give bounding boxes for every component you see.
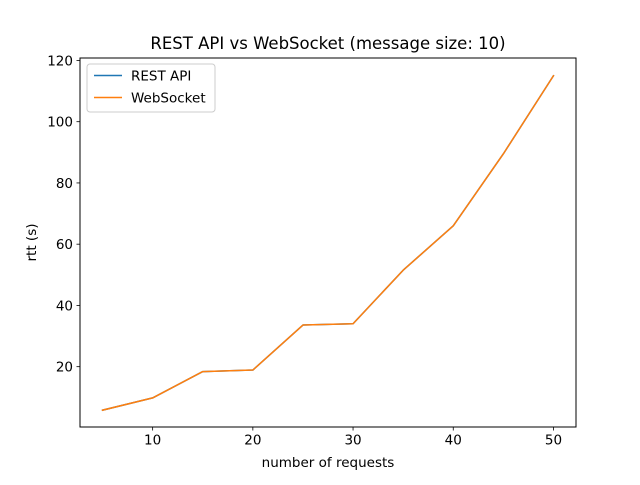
x-tick-label: 50 — [545, 433, 562, 449]
series-layer — [101, 74, 555, 412]
x-axis-label: number of requests — [262, 455, 395, 471]
plot-area — [80, 58, 576, 427]
y-tick-label: 100 — [47, 115, 73, 131]
y-tick-label: 60 — [56, 237, 73, 253]
series-line-websocket — [101, 74, 555, 412]
y-tick-label: 20 — [56, 360, 73, 376]
x-tick-label: 20 — [244, 433, 261, 449]
x-tick-label: 10 — [144, 433, 161, 449]
y-tick-label: 80 — [56, 176, 73, 192]
y-axis-label: rtt (s) — [24, 224, 40, 262]
x-tick-label: 40 — [445, 433, 462, 449]
chart-title: REST API vs WebSocket (message size: 10) — [150, 34, 505, 53]
y-axis: 20 40 60 80 100 120 — [47, 53, 80, 376]
plot-frame — [79, 57, 577, 428]
legend-label-websocket: WebSocket — [131, 91, 206, 107]
y-tick-label: 40 — [56, 298, 73, 314]
x-axis: 10 20 30 40 50 — [144, 427, 562, 449]
legend: REST API WebSocket — [86, 63, 216, 113]
legend-label-rest-api: REST API — [131, 69, 191, 85]
y-tick-label: 120 — [47, 53, 73, 69]
x-tick-label: 30 — [344, 433, 361, 449]
